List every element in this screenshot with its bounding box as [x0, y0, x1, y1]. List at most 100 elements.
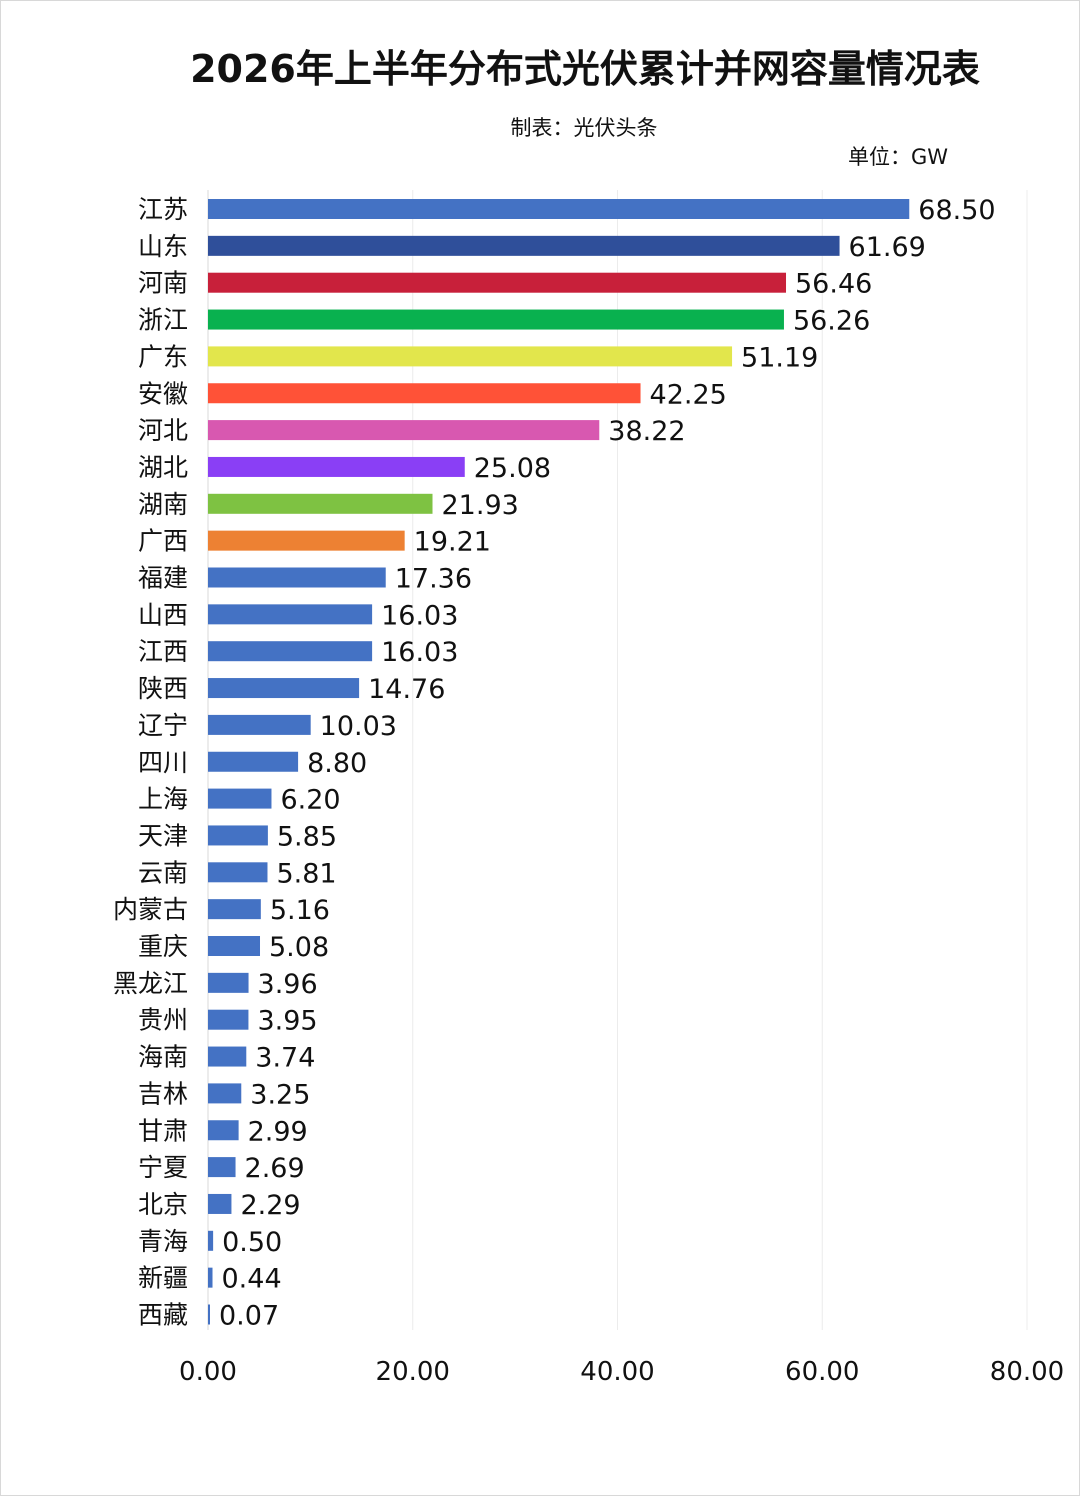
category-label: 青海: [138, 1227, 188, 1256]
category-label: 上海: [138, 785, 188, 814]
bar: [208, 825, 268, 846]
value-label: 19.21: [414, 527, 491, 558]
x-tick-label: 60.00: [785, 1357, 859, 1387]
bar: [208, 1083, 242, 1104]
category-label: 云南: [138, 858, 188, 887]
bar: [208, 1120, 239, 1141]
category-label: 江西: [138, 637, 188, 666]
bar: [208, 1046, 247, 1067]
value-label: 0.50: [222, 1227, 282, 1258]
bar: [208, 1267, 213, 1288]
category-label: 广东: [138, 342, 188, 371]
bar: [208, 1157, 236, 1178]
unit-label: 单位：GW: [848, 145, 949, 169]
value-label: 56.26: [793, 306, 870, 337]
value-label: 5.81: [276, 858, 336, 889]
value-label: 3.96: [258, 969, 318, 1000]
value-label: 3.95: [257, 1006, 317, 1037]
category-label: 河北: [138, 416, 188, 445]
x-tick-label: 20.00: [376, 1357, 450, 1387]
value-label: 16.03: [381, 600, 458, 631]
x-tick-label: 80.00: [990, 1357, 1064, 1387]
value-label: 0.44: [222, 1264, 282, 1295]
value-label: 21.93: [442, 490, 519, 521]
value-label: 10.03: [320, 711, 397, 742]
x-tick-label: 40.00: [580, 1357, 654, 1387]
category-label: 吉林: [138, 1079, 188, 1108]
bar: [208, 530, 405, 551]
value-label: 0.07: [219, 1301, 279, 1332]
value-label: 5.85: [277, 821, 337, 852]
category-label: 贵州: [138, 1006, 188, 1035]
bar: [208, 346, 733, 367]
category-label: 浙江: [138, 306, 188, 335]
value-label: 2.29: [240, 1190, 300, 1221]
category-label: 天津: [138, 821, 188, 850]
bar: [208, 751, 299, 772]
category-label: 北京: [138, 1190, 188, 1219]
value-label: 2.69: [245, 1153, 305, 1184]
category-label: 陕西: [138, 674, 188, 703]
value-label: 25.08: [474, 453, 551, 484]
labels: 0.00 20.00 40.00 60.00 80.00 江苏 68.50 山东 61.69 河南…: [113, 195, 1064, 1387]
category-label: 江苏: [138, 195, 188, 224]
value-label: 14.76: [368, 674, 445, 705]
category-label: 福建: [138, 564, 188, 593]
category-label: 重庆: [138, 932, 188, 961]
bar: [208, 309, 784, 330]
value-label: 5.08: [269, 932, 329, 963]
category-label: 安徽: [138, 379, 188, 408]
bar: [208, 936, 261, 956]
bar: [208, 714, 311, 735]
bar: [208, 1304, 210, 1325]
category-label: 湖北: [138, 453, 188, 482]
chart-title: 2026年上半年分布式光伏累计并网容量情况表: [190, 47, 980, 91]
x-tick-label: 0.00: [179, 1357, 237, 1387]
category-label: 山西: [138, 600, 188, 629]
value-label: 17.36: [395, 564, 472, 595]
category-label: 甘肃: [138, 1116, 188, 1145]
value-label: 56.46: [795, 269, 872, 300]
category-label: 山东: [138, 232, 188, 261]
value-label: 6.20: [280, 785, 340, 816]
bar: [208, 678, 360, 699]
bar: [208, 383, 641, 404]
value-label: 61.69: [849, 232, 926, 263]
bar: [208, 862, 268, 883]
category-label: 海南: [138, 1043, 188, 1072]
value-label: 16.03: [381, 637, 458, 668]
bar: [208, 972, 249, 993]
category-label: 内蒙古: [113, 895, 188, 924]
bar: [208, 1193, 232, 1214]
category-label: 辽宁: [138, 711, 188, 740]
value-label: 3.74: [255, 1043, 315, 1074]
category-label: 西藏: [138, 1301, 188, 1330]
value-label: 42.25: [650, 379, 727, 410]
bar: [208, 899, 261, 920]
bars: [208, 199, 910, 1325]
value-label: 3.25: [250, 1079, 310, 1110]
bar: [208, 235, 840, 256]
category-label: 黑龙江: [113, 969, 188, 998]
value-label: 38.22: [608, 416, 685, 447]
chart-subtitle: 制表：光伏头条: [510, 116, 658, 140]
value-label: 5.16: [270, 895, 330, 926]
value-label: 68.50: [918, 195, 995, 226]
bar: [208, 788, 272, 809]
category-label: 湖南: [138, 490, 188, 519]
bar: [208, 1230, 214, 1251]
bar: [208, 493, 433, 514]
category-label: 宁夏: [138, 1153, 188, 1182]
bar: [208, 567, 386, 588]
category-label: 广西: [138, 527, 188, 556]
category-label: 四川: [138, 748, 188, 777]
bar: [208, 1009, 249, 1030]
bar: [208, 456, 465, 477]
bar: [208, 420, 600, 441]
bar: [208, 199, 910, 219]
category-label: 河南: [138, 269, 188, 298]
value-label: 8.80: [307, 748, 367, 779]
bar: [208, 272, 787, 293]
bar: [208, 604, 373, 625]
